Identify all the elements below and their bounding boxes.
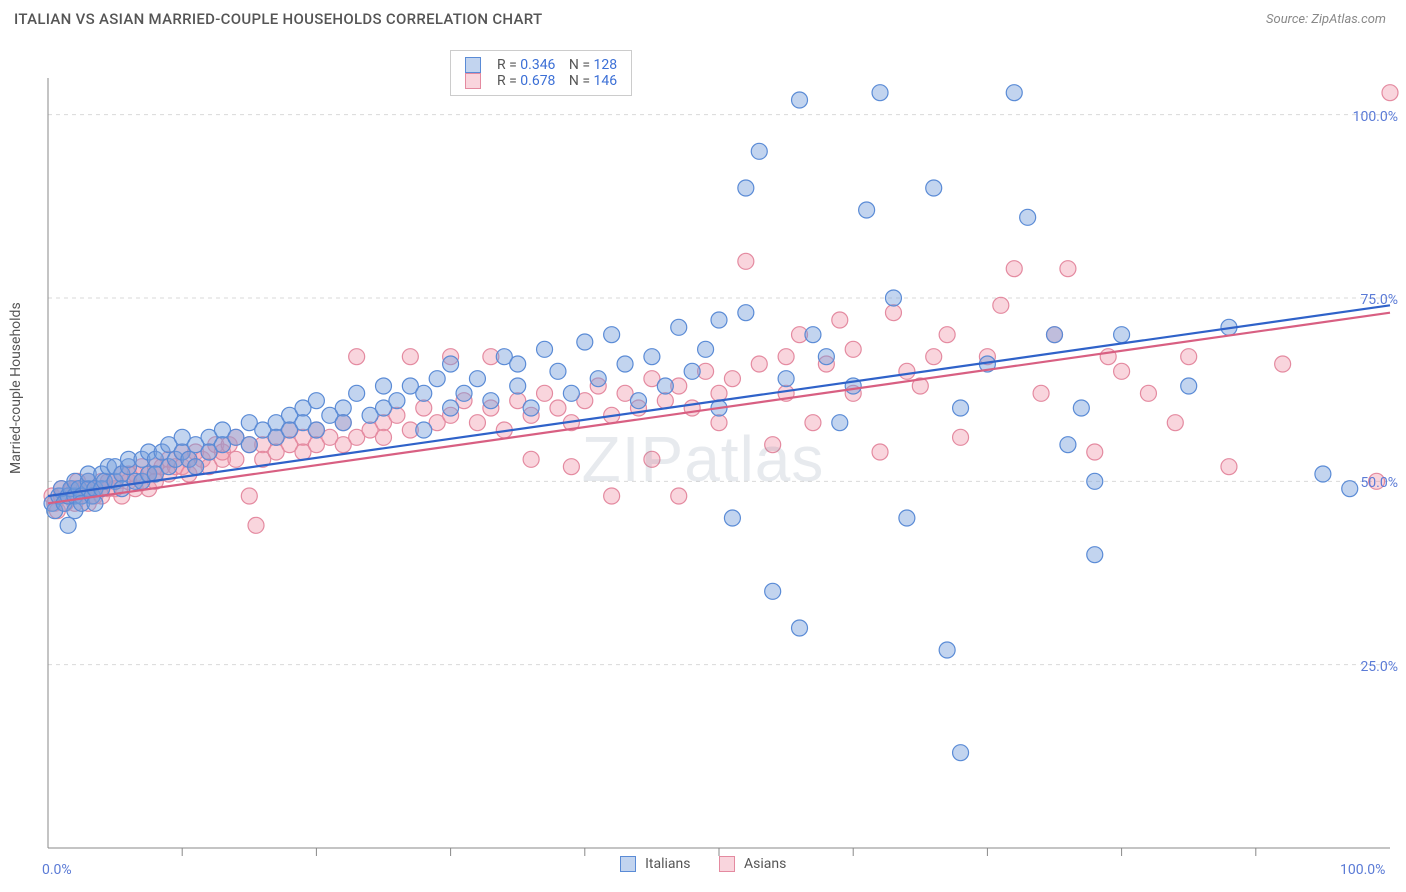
legend-item-asians: Asians xyxy=(719,856,787,872)
y-tick-label: 50.0% xyxy=(1360,475,1398,491)
series-legend: Italians Asians xyxy=(0,856,1406,872)
legend-swatch-asians xyxy=(465,73,481,89)
legend-swatch-italians xyxy=(465,57,481,73)
y-tick-label: 75.0% xyxy=(1360,292,1398,308)
legend-label-italians: Italians xyxy=(645,856,690,872)
legend-row-italians: R = 0.346 N = 128 xyxy=(465,57,617,73)
chart-area: Married-couple Households ZIPatlas xyxy=(0,34,1406,884)
y-axis-label: Married-couple Households xyxy=(8,302,24,474)
chart-title: ITALIAN VS ASIAN MARRIED-COUPLE HOUSEHOL… xyxy=(14,10,542,28)
legend-row-asians: R = 0.678 N = 146 xyxy=(465,73,617,89)
scatter-chart xyxy=(0,34,1406,884)
r-value-italians: 0.346 xyxy=(520,57,555,73)
y-tick-label: 25.0% xyxy=(1360,659,1398,675)
r-value-asians: 0.678 xyxy=(520,73,555,89)
legend-label-asians: Asians xyxy=(744,856,786,872)
n-value-asians: 146 xyxy=(594,73,618,89)
legend-swatch-asians-bottom xyxy=(719,856,735,872)
legend-swatch-italians-bottom xyxy=(620,856,636,872)
correlation-legend: R = 0.346 N = 128 R = 0.678 N = 146 xyxy=(450,50,632,96)
y-tick-label: 100.0% xyxy=(1353,109,1398,125)
n-value-italians: 128 xyxy=(594,57,618,73)
legend-item-italians: Italians xyxy=(620,856,691,872)
source-label: Source: ZipAtlas.com xyxy=(1266,12,1386,27)
